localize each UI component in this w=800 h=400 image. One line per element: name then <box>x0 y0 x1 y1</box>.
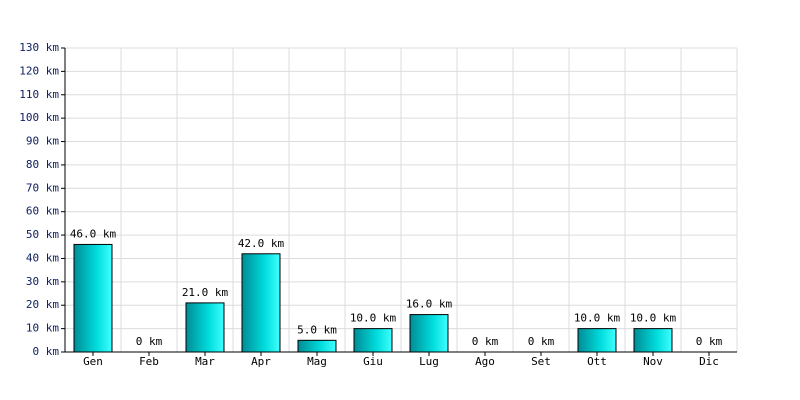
value-label: 42.0 km <box>238 237 285 250</box>
y-tick-label: 20 km <box>26 298 59 311</box>
bar <box>297 339 337 353</box>
y-tick-label: 10 km <box>26 322 59 335</box>
x-tick-label: Apr <box>251 355 271 368</box>
y-tick-label: 0 km <box>33 345 60 358</box>
bar <box>353 328 393 353</box>
x-tick-label: Dic <box>699 355 719 368</box>
y-tick-label: 70 km <box>26 181 59 194</box>
y-tick-label: 40 km <box>26 251 59 264</box>
y-tick-label: 50 km <box>26 228 59 241</box>
value-label: 10.0 km <box>350 312 397 325</box>
bar <box>185 302 225 353</box>
value-label: 10.0 km <box>574 312 621 325</box>
value-label: 16.0 km <box>406 298 453 311</box>
x-tick-label: Mar <box>195 355 215 368</box>
value-label: 21.0 km <box>182 286 229 299</box>
bar <box>577 328 617 353</box>
value-label: 0 km <box>136 335 163 348</box>
y-tick-label: 100 km <box>19 111 59 124</box>
x-tick-label: Lug <box>419 355 439 368</box>
y-tick-label: 130 km <box>19 41 59 54</box>
x-tick-label: Giu <box>363 355 383 368</box>
value-label: 0 km <box>696 335 723 348</box>
value-label: 0 km <box>528 335 555 348</box>
bar <box>409 314 449 353</box>
value-label: 5.0 km <box>297 323 337 336</box>
x-tick-label: Gen <box>83 355 103 368</box>
x-tick-label: Ott <box>587 355 607 368</box>
x-tick-label: Ago <box>475 355 495 368</box>
value-label: 0 km <box>472 335 499 348</box>
x-tick-label: Nov <box>643 355 663 368</box>
bar <box>633 328 673 353</box>
value-label: 10.0 km <box>630 312 677 325</box>
bar <box>73 243 113 353</box>
y-tick-label: 110 km <box>19 88 59 101</box>
bar <box>241 253 281 353</box>
y-tick-label: 30 km <box>26 275 59 288</box>
x-tick-label: Mag <box>307 355 327 368</box>
y-tick-label: 80 km <box>26 158 59 171</box>
y-tick-label: 90 km <box>26 135 59 148</box>
x-tick-label: Set <box>531 355 551 368</box>
value-label: 46.0 km <box>70 227 117 240</box>
x-tick-label: Feb <box>139 355 159 368</box>
y-tick-label: 60 km <box>26 205 59 218</box>
y-tick-label: 120 km <box>19 64 59 77</box>
